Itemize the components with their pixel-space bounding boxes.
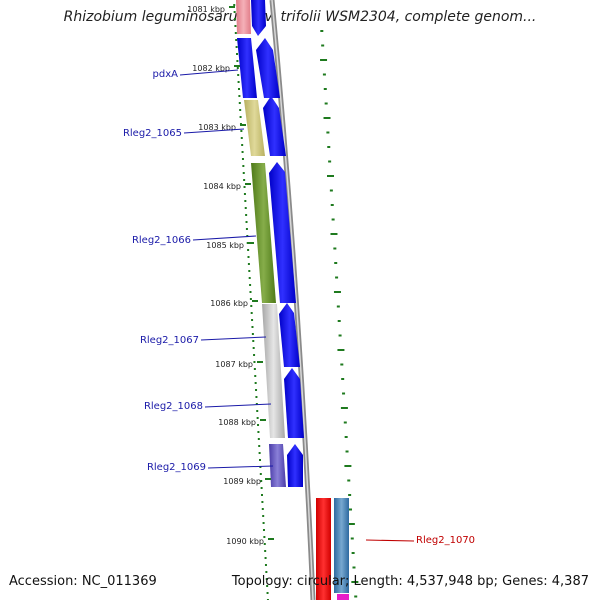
- gene-label-text: Rleg2_1065: [123, 128, 182, 139]
- kbp-tick: 1083 kbp: [198, 123, 246, 132]
- kbp-tick-label: 1088 kbp: [218, 418, 256, 427]
- kbp-tick: 1082 kbp: [192, 64, 240, 73]
- gene-leader-line: [204, 403, 272, 408]
- gene-leader-line: [192, 235, 257, 241]
- gene-label-text: Rleg2_1070: [416, 535, 475, 546]
- kbp-tick-label: 1086 kbp: [210, 299, 248, 308]
- cds-arrow-3[interactable]: [263, 96, 286, 156]
- gene-label[interactable]: pdxA: [153, 69, 239, 80]
- kbp-tick-mark: [260, 419, 266, 421]
- kbp-tick-label: 1082 kbp: [192, 64, 230, 73]
- cds-arrow-1[interactable]: [251, 0, 266, 36]
- kbp-ticks: 1081 kbp 1082 kbp 1083 kbp 1084 kbp 1085 kbp…: [187, 5, 274, 546]
- gene-label[interactable]: Rleg2_1070: [365, 535, 475, 546]
- feature-steel-blue[interactable]: [334, 498, 349, 593]
- kbp-tick-mark: [252, 300, 258, 302]
- gene-label-text: Rleg2_1068: [144, 401, 203, 412]
- gene-leader-line: [207, 465, 274, 469]
- gene-label-text: Rleg2_1066: [132, 235, 191, 246]
- kbp-tick-mark: [257, 361, 263, 363]
- kbp-tick-mark: [240, 124, 246, 126]
- gene-leader-line: [179, 69, 239, 76]
- kbp-tick-label: 1090 kbp: [226, 537, 264, 546]
- kbp-tick: 1085 kbp: [206, 241, 254, 250]
- kbp-tick-label: 1085 kbp: [206, 241, 244, 250]
- gene-label[interactable]: Rleg2_1065: [123, 128, 245, 139]
- kbp-tick-mark: [234, 65, 240, 67]
- feature-magenta[interactable]: [337, 594, 349, 600]
- kbp-tick-mark: [268, 538, 274, 540]
- kbp-tick-label: 1089 kbp: [223, 477, 261, 486]
- feature-olive-rleg2-1066[interactable]: [251, 163, 276, 303]
- gene-label[interactable]: Rleg2_1069: [147, 462, 274, 473]
- gene-leader-line: [365, 539, 415, 542]
- map-title: Rhizobium leguminosarum bv. trifolii WSM…: [63, 9, 537, 25]
- kbp-tick-mark: [245, 183, 251, 185]
- gene-label[interactable]: Rleg2_1067: [140, 335, 267, 346]
- genome-backbone-highlight: [271, 0, 314, 600]
- gene-leader-line: [200, 336, 267, 341]
- feature-khaki-rleg2-1065[interactable]: [244, 100, 265, 156]
- kbp-tick: 1084 kbp: [203, 182, 251, 191]
- cds-arrow-7[interactable]: [287, 444, 303, 487]
- genome-summary: Topology: circular; Length: 4,537,948 bp…: [231, 574, 589, 589]
- kbp-tick: 1089 kbp: [223, 477, 271, 486]
- kbp-tick-mark: [229, 6, 235, 8]
- gene-label-text: Rleg2_1067: [140, 335, 199, 346]
- kbp-tick-mark: [265, 478, 271, 480]
- kbp-tick: 1087 kbp: [215, 360, 263, 369]
- gene-leader-line: [183, 128, 245, 134]
- gene-label[interactable]: Rleg2_1066: [132, 235, 257, 246]
- feature-purple-rleg2-1069[interactable]: [269, 444, 286, 487]
- cds-arrow-5[interactable]: [279, 303, 300, 367]
- cds-arrow-6[interactable]: [284, 368, 304, 438]
- kbp-tick: 1088 kbp: [218, 418, 266, 427]
- gene-label-text: Rleg2_1069: [147, 462, 206, 473]
- kbp-tick: 1086 kbp: [210, 299, 258, 308]
- accession-label: Accession: NC_011369: [9, 574, 157, 589]
- kbp-tick-label: 1084 kbp: [203, 182, 241, 191]
- feature-gray-rleg2-1067-1068[interactable]: [262, 304, 285, 438]
- gene-label-text: pdxA: [153, 69, 179, 80]
- feature-red-rleg2-1070[interactable]: [316, 498, 331, 600]
- kbp-tick-label: 1083 kbp: [198, 123, 236, 132]
- kbp-tick-label: 1081 kbp: [187, 5, 225, 14]
- feature-pink[interactable]: [236, 0, 251, 34]
- cds-arrow-2[interactable]: [256, 38, 280, 98]
- kbp-tick: 1081 kbp: [187, 5, 235, 14]
- kbp-tick-mark: [248, 242, 254, 244]
- kbp-tick-label: 1087 kbp: [215, 360, 253, 369]
- cds-arrow-4[interactable]: [269, 162, 296, 303]
- gene-label[interactable]: Rleg2_1068: [144, 401, 272, 412]
- gene-labels: pdxA Rleg2_1065 Rleg2_1066 Rleg2_1067 Rleg2_…: [123, 69, 475, 546]
- feature-blue-pdxA[interactable]: [237, 38, 257, 98]
- kbp-tick: 1090 kbp: [226, 537, 274, 546]
- outer-dotted-ring: [320, 30, 359, 598]
